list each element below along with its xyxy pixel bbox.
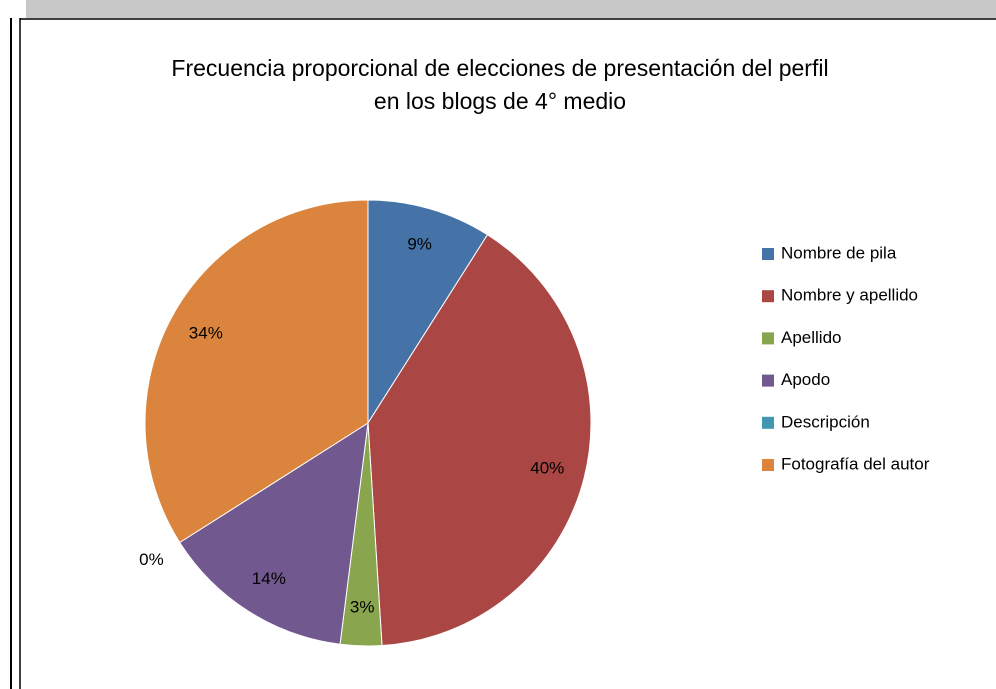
data-label: 3% [350,597,375,616]
pie-slice [367,234,592,647]
legend-label: Descripción [781,412,870,431]
legend-swatch [762,416,774,429]
legend-swatch [762,332,774,345]
data-label: 40% [530,459,564,478]
data-label: 34% [189,323,223,342]
legend-label: Nombre y apellido [781,286,918,305]
chart-title: Frecuencia proporcional de elecciones de… [171,55,828,81]
legend-label: Apellido [781,328,842,347]
pie-slice [144,199,369,544]
legend-label: Apodo [781,370,830,389]
data-label: 0% [139,550,164,569]
data-label: 14% [252,569,286,588]
legend-swatch [762,248,774,260]
legend-swatch [762,290,774,303]
pie-slice [367,199,489,425]
legend-swatch [762,374,774,387]
pie-slice [179,422,369,645]
legend-label: Nombre de pila [781,243,897,262]
top-bar [26,0,996,18]
chart-title: en los blogs de 4° medio [374,88,626,114]
legend-label: Fotografía del autor [781,454,930,473]
legend-swatch [762,459,774,471]
data-label: 9% [407,235,432,254]
